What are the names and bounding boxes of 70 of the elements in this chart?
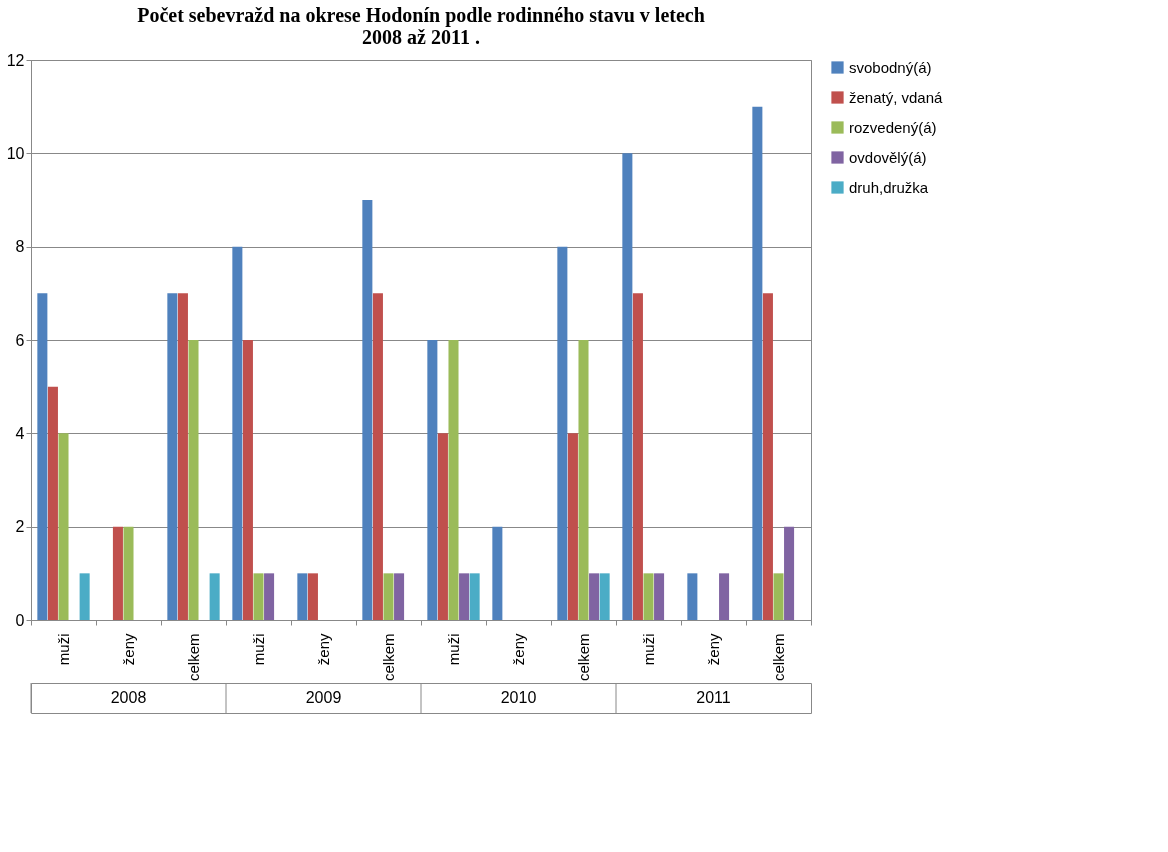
bar bbox=[469, 573, 480, 620]
bar bbox=[307, 573, 318, 620]
x-tick-label: celkem bbox=[380, 633, 397, 682]
legend-label: ženatý, vdaná bbox=[849, 88, 944, 106]
bar bbox=[427, 340, 438, 620]
bar bbox=[632, 293, 643, 620]
bar bbox=[784, 526, 795, 620]
x-tick-label: muži bbox=[250, 633, 267, 666]
bar bbox=[719, 573, 730, 620]
bar bbox=[654, 573, 665, 620]
x-tick-label: muži bbox=[640, 633, 657, 666]
bar bbox=[242, 340, 253, 620]
x-tick-label: celkem bbox=[185, 633, 202, 682]
x-tick-label: muži bbox=[445, 633, 462, 666]
bar bbox=[567, 433, 578, 620]
bar bbox=[459, 573, 470, 620]
bar bbox=[297, 573, 308, 620]
y-tick-label: 12 bbox=[6, 51, 25, 69]
x-tick-label: celkem bbox=[575, 633, 592, 682]
y-tick-label: 10 bbox=[6, 144, 25, 162]
bar bbox=[557, 246, 568, 620]
legend-label: svobodný(á) bbox=[849, 58, 932, 76]
x-tick-label: muži bbox=[55, 633, 72, 666]
bar bbox=[394, 573, 405, 620]
bar bbox=[177, 293, 188, 620]
bar bbox=[209, 573, 220, 620]
bar bbox=[762, 293, 773, 620]
x-tick-label: celkem bbox=[770, 633, 787, 682]
bar bbox=[264, 573, 275, 620]
legend-label: rozvedený(á) bbox=[849, 118, 937, 136]
bar bbox=[167, 293, 178, 620]
bar bbox=[448, 340, 459, 620]
bar bbox=[492, 526, 503, 620]
bar bbox=[578, 340, 589, 620]
x-tick-label: ženy bbox=[705, 633, 722, 666]
text: 2008 bbox=[110, 689, 147, 706]
y-tick-label: 0 bbox=[15, 611, 25, 629]
legend-label: ovdovělý(á) bbox=[849, 148, 927, 166]
bar bbox=[362, 200, 373, 620]
bar bbox=[112, 526, 123, 620]
x-tick-label: ženy bbox=[120, 633, 137, 666]
bar bbox=[79, 573, 90, 620]
text: 2009 bbox=[305, 689, 342, 706]
bar bbox=[232, 246, 243, 620]
chart-title: Počet sebevražd na okrese Hodonín podle rodinného stavu v letech 2008 až 2011 . bbox=[137, 4, 705, 48]
x-tick-label: ženy bbox=[510, 633, 527, 666]
x-tick-label: ženy bbox=[315, 633, 332, 666]
text: 2011 bbox=[696, 689, 731, 706]
y-tick-label: 4 bbox=[15, 424, 25, 442]
text: 2010 bbox=[500, 689, 537, 706]
bar bbox=[58, 433, 69, 620]
bar bbox=[383, 573, 394, 620]
bar bbox=[253, 573, 264, 620]
bar bbox=[37, 293, 48, 620]
bar bbox=[643, 573, 654, 620]
bar bbox=[589, 573, 600, 620]
y-tick-label: 8 bbox=[15, 238, 25, 256]
bar bbox=[752, 106, 763, 620]
bar bbox=[372, 293, 383, 620]
bar bbox=[437, 433, 448, 620]
bar bbox=[123, 526, 134, 620]
bar bbox=[47, 386, 58, 620]
y-tick-label: 2 bbox=[15, 518, 25, 536]
bar bbox=[687, 573, 698, 620]
bar bbox=[188, 340, 199, 620]
legend-label: druh,družka bbox=[849, 178, 929, 196]
bar bbox=[599, 573, 610, 620]
bar bbox=[622, 153, 633, 620]
bar bbox=[773, 573, 784, 620]
y-tick-label: 6 bbox=[15, 331, 25, 349]
